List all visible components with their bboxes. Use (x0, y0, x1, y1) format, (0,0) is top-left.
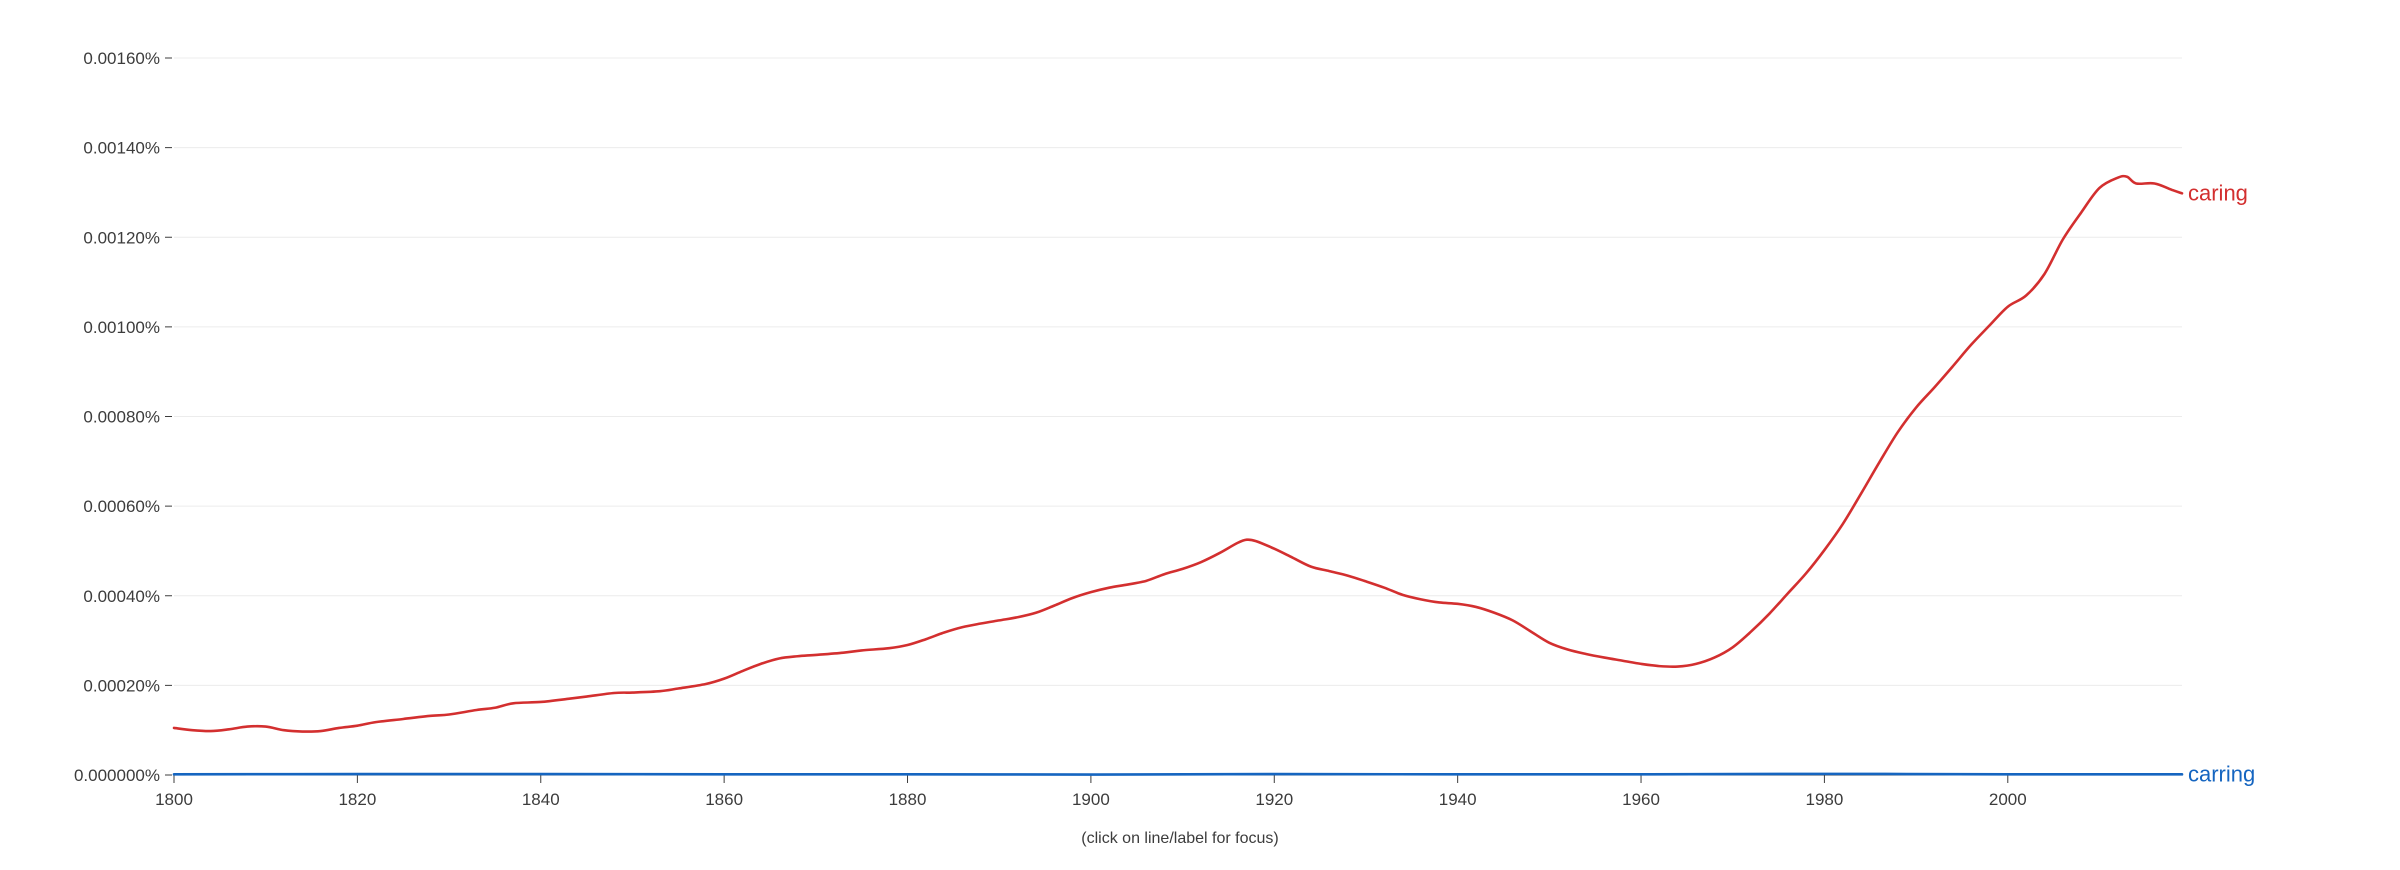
x-tick-label: 1820 (338, 790, 376, 809)
y-tick-label: 0.00080% (83, 408, 160, 427)
y-tick-label: 0.00100% (83, 318, 160, 337)
x-tick-label: 1900 (1072, 790, 1110, 809)
y-tick-label: 0.00160% (83, 49, 160, 68)
x-tick-label: 1840 (522, 790, 560, 809)
series-line-carring[interactable] (172, 772, 2184, 776)
x-tick-label: 1880 (889, 790, 927, 809)
x-tick-label: 1940 (1439, 790, 1477, 809)
series-label-caring[interactable]: caring (2188, 180, 2248, 205)
y-tick-label: 0.00140% (83, 139, 160, 158)
y-tick-label: 0.00060% (83, 497, 160, 516)
x-tick-label: 1860 (705, 790, 743, 809)
series-layer (172, 174, 2184, 776)
y-tick-label: 0.00040% (83, 587, 160, 606)
focus-hint: (click on line/label for focus) (1081, 830, 1278, 847)
y-tick-label: 0.00020% (83, 676, 160, 695)
label-layer: caring carring (2188, 180, 2255, 786)
series-label-carring[interactable]: carring (2188, 761, 2255, 786)
y-tick-label: 0.00120% (83, 228, 160, 247)
x-tick-label: 1920 (1255, 790, 1293, 809)
grid-layer (174, 57, 2182, 686)
series-line-caring[interactable] (172, 174, 2184, 733)
x-tick-label: 1800 (155, 790, 193, 809)
x-tick-label: 1960 (1622, 790, 1660, 809)
y-tick-label: 0.000000% (74, 766, 160, 785)
x-tick-label: 2000 (1989, 790, 2027, 809)
axis-layer: 0.000000% 0.00020% 0.00040% 0.00060% 0.00080… (74, 49, 2182, 809)
x-tick-label: 1980 (1805, 790, 1843, 809)
